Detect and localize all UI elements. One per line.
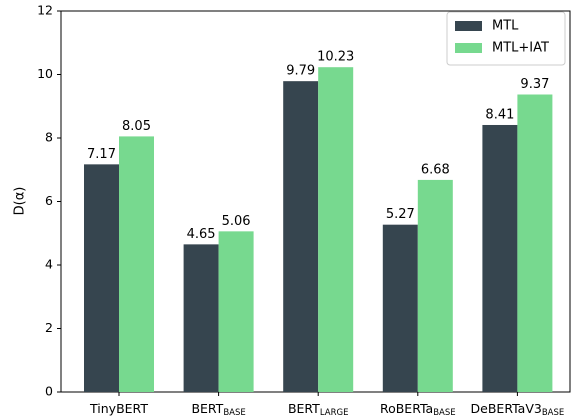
value-label: 5.06 <box>222 214 251 229</box>
category-name: BERT <box>191 401 223 416</box>
category-name: TinyBERT <box>89 401 148 416</box>
bar <box>283 81 319 392</box>
value-label: 8.41 <box>485 107 514 122</box>
bar <box>382 224 418 392</box>
bar <box>183 244 219 392</box>
value-label: 9.79 <box>286 64 315 79</box>
y-tick-label: 0 <box>45 384 53 399</box>
value-label: 5.27 <box>386 207 415 222</box>
category-name: DeBERTaV3 <box>471 401 542 416</box>
category-subscript: BASE <box>433 408 455 416</box>
bar <box>417 179 453 392</box>
y-tick-label: 12 <box>37 3 53 18</box>
value-label: 6.68 <box>421 162 450 177</box>
y-tick-label: 10 <box>37 66 53 81</box>
bar <box>318 67 354 392</box>
x-tick-label: DeBERTaV3BASE <box>471 401 565 416</box>
category-subscript: LARGE <box>320 408 349 416</box>
y-tick-label: 8 <box>45 130 53 145</box>
value-label: 10.23 <box>317 50 354 65</box>
y-tick-label: 6 <box>45 193 53 208</box>
y-axis-label: D(α) <box>13 187 28 216</box>
bar <box>119 136 154 392</box>
bar <box>482 124 518 393</box>
legend-label: MTL <box>492 19 519 34</box>
value-label: 9.37 <box>520 77 549 92</box>
legend-label: MTL+IAT <box>492 41 549 56</box>
bar <box>517 94 553 392</box>
x-tick-label: RoBERTaBASE <box>380 401 456 416</box>
x-tick-label: BERTLARGE <box>288 401 349 416</box>
category-name: BERT <box>288 401 320 416</box>
legend-swatch <box>455 21 482 31</box>
y-tick-label: 2 <box>45 320 53 335</box>
y-tick-label: 4 <box>45 257 53 272</box>
value-label: 7.17 <box>87 147 116 162</box>
bar <box>218 231 254 392</box>
bar <box>84 164 119 392</box>
category-subscript: BASE <box>223 408 245 416</box>
category-subscript: BASE <box>542 408 564 416</box>
value-label: 8.05 <box>122 119 151 134</box>
value-label: 4.65 <box>187 227 216 242</box>
legend-swatch <box>455 43 482 53</box>
x-tick-label: TinyBERT <box>89 401 148 416</box>
category-name: RoBERTa <box>380 401 433 416</box>
x-tick-label: BERTBASE <box>191 401 245 416</box>
